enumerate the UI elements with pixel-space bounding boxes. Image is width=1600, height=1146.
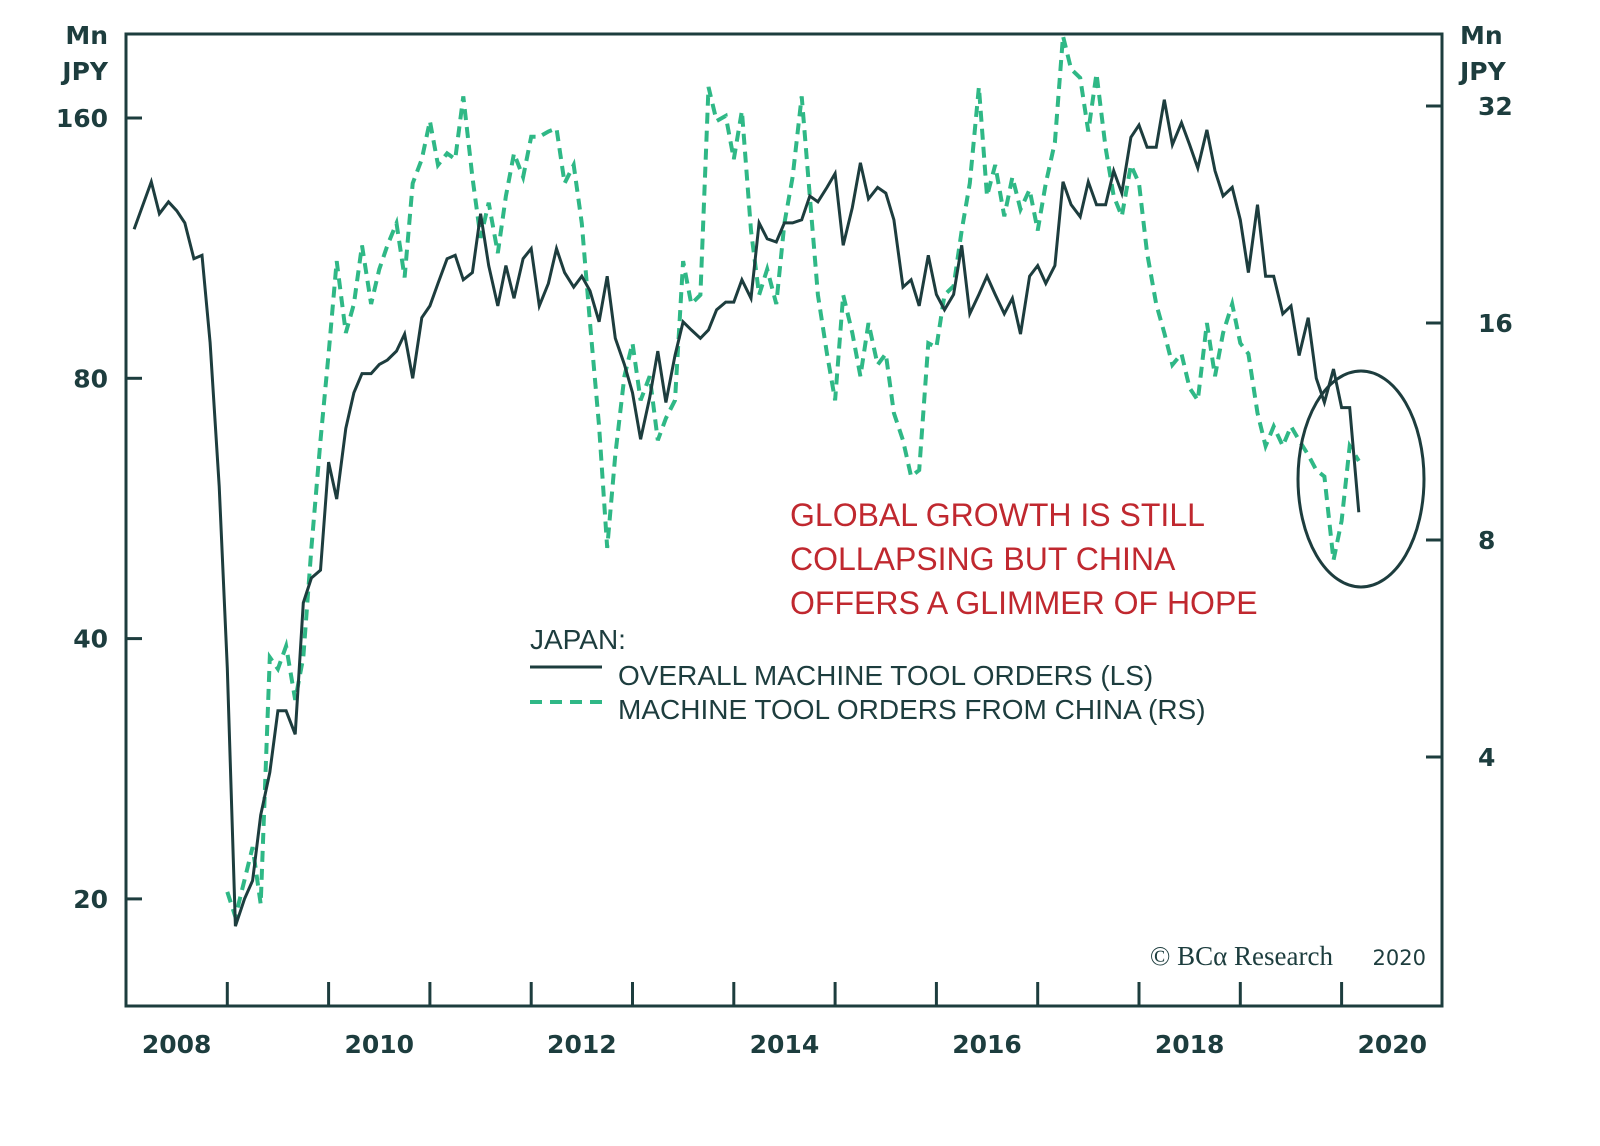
series-overall-orders-line [132, 99, 1361, 927]
left-axis-tick-label: 40 [73, 625, 108, 654]
copyright: © BCα Research [1150, 941, 1334, 971]
series-layer [132, 35, 1361, 927]
left-axis-tick-label: 20 [73, 885, 108, 914]
right-axis: 4 8 16 32 [1426, 92, 1513, 772]
x-axis-tick-label: 2020 [1357, 1030, 1427, 1059]
copyright-year: 2020 [1373, 946, 1426, 970]
right-axis-tick-label: 32 [1478, 92, 1513, 121]
right-axis-unit-line2: JPY [1458, 57, 1507, 86]
x-axis-tick-label: 2018 [1155, 1030, 1225, 1059]
series-china-orders-line [225, 35, 1361, 925]
left-axis: 20 40 80 160 [56, 104, 142, 914]
right-axis-unit-line1: Mn [1460, 21, 1503, 50]
legend-label-overall: OVERALL MACHINE TOOL ORDERS (LS) [618, 660, 1153, 691]
x-axis: 2008 2010 2012 2014 2016 2018 2020 [142, 982, 1427, 1059]
legend: JAPAN: OVERALL MACHINE TOOL ORDERS (LS) … [530, 624, 1206, 725]
x-axis-tick-label: 2010 [344, 1030, 414, 1059]
left-axis-tick-label: 80 [73, 364, 108, 393]
x-axis-tick-label: 2008 [142, 1030, 212, 1059]
left-axis-unit-line1: Mn [65, 21, 108, 50]
x-axis-tick-label: 2014 [750, 1030, 820, 1059]
annotation-line-1: GLOBAL GROWTH IS STILL [790, 497, 1205, 533]
x-axis-tick-label: 2012 [547, 1030, 617, 1059]
annotation-line-3: OFFERS A GLIMMER OF HOPE [790, 585, 1258, 621]
plot-frame [124, 32, 1444, 1008]
right-axis-tick-label: 16 [1478, 309, 1513, 338]
right-axis-tick-label: 4 [1478, 743, 1495, 772]
legend-label-china: MACHINE TOOL ORDERS FROM CHINA (RS) [618, 694, 1206, 725]
right-axis-tick-label: 8 [1478, 526, 1495, 555]
annotation-line-2: COLLAPSING BUT CHINA [790, 541, 1176, 577]
legend-title: JAPAN: [530, 624, 626, 655]
left-axis-tick-label: 160 [56, 104, 108, 133]
x-axis-tick-label: 2016 [952, 1030, 1022, 1059]
highlight-ellipse [1296, 369, 1426, 589]
left-axis-unit-line2: JPY [60, 57, 109, 86]
